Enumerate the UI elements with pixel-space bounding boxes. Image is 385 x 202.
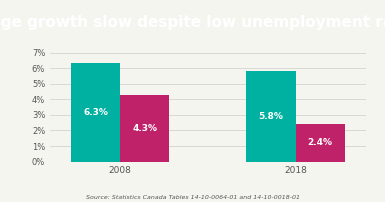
Text: 4.3%: 4.3% <box>132 124 157 133</box>
Text: Wage growth slow despite low unemployment rate: Wage growth slow despite low unemploymen… <box>0 15 385 30</box>
Bar <box>120 95 169 162</box>
Text: 5.8%: 5.8% <box>259 112 283 121</box>
Bar <box>246 71 296 162</box>
Bar <box>296 124 345 162</box>
Text: Source: Statistics Canada Tables 14-10-0064-01 and 14-10-0018-01: Source: Statistics Canada Tables 14-10-0… <box>85 195 300 200</box>
Text: 2.4%: 2.4% <box>308 138 333 147</box>
Bar <box>71 63 120 162</box>
Text: 6.3%: 6.3% <box>83 108 108 117</box>
